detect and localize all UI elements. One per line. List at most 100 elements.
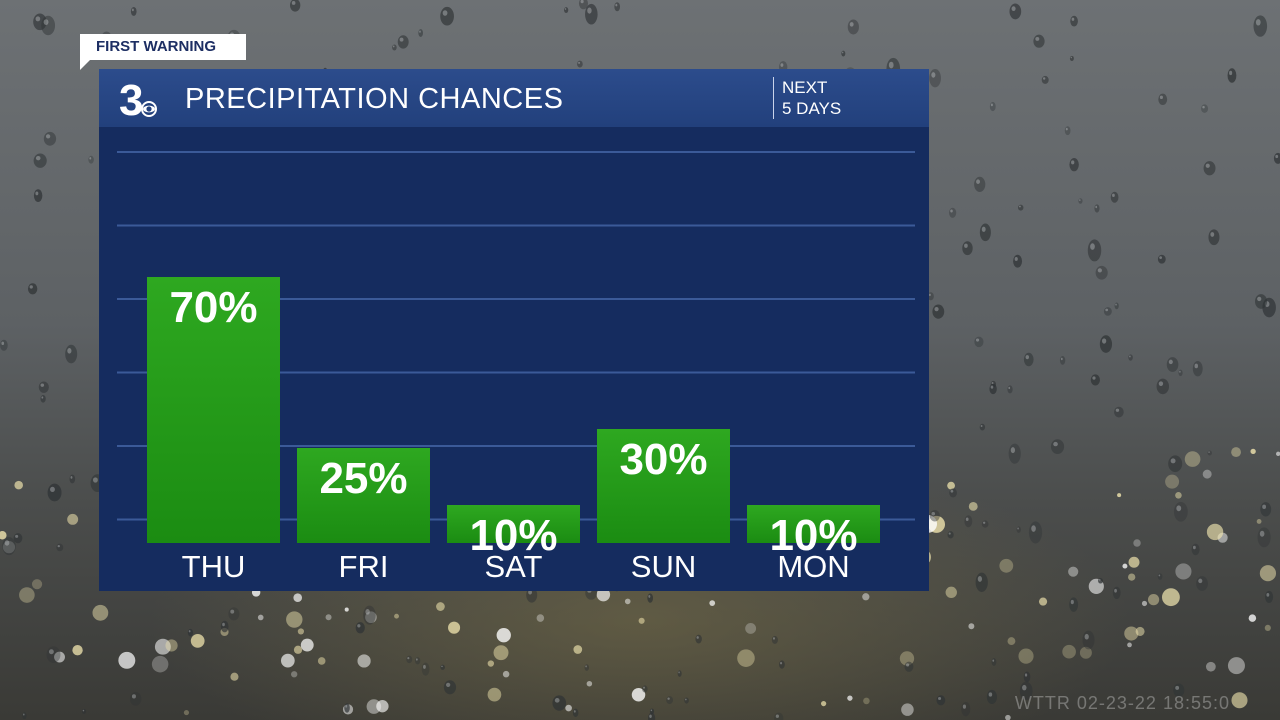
raindrop-highlight xyxy=(1084,633,1089,640)
raindrop xyxy=(1110,191,1119,203)
city-light xyxy=(257,614,264,621)
category-label-mon: MON xyxy=(777,549,849,584)
city-light xyxy=(19,587,35,603)
raindrop-highlight xyxy=(1255,19,1261,26)
raindrop-highlight xyxy=(931,72,936,78)
raindrop xyxy=(1273,152,1280,164)
raindrop-highlight xyxy=(415,658,418,661)
raindrop-highlight xyxy=(67,348,72,354)
raindrop xyxy=(406,655,413,664)
raindrop xyxy=(440,6,454,26)
raindrop-highlight xyxy=(931,512,936,516)
raindrop-highlight xyxy=(990,103,993,107)
value-label-sun: 30% xyxy=(619,435,707,484)
city-light xyxy=(230,672,239,681)
city-light xyxy=(863,697,870,705)
raindrop xyxy=(577,60,583,68)
city-light xyxy=(1231,692,1248,709)
raindrop-highlight xyxy=(1205,163,1210,168)
raindrop xyxy=(1078,198,1083,204)
raindrop xyxy=(290,0,301,12)
city-light xyxy=(1276,451,1280,456)
raindrop-highlight xyxy=(1179,370,1181,373)
raindrop xyxy=(1158,93,1168,105)
raindrop-highlight xyxy=(1168,359,1173,365)
raindrop xyxy=(1069,597,1079,612)
city-light xyxy=(448,621,461,634)
raindrop xyxy=(684,697,689,704)
city-light xyxy=(1128,573,1136,581)
raindrop-highlight xyxy=(1031,525,1036,532)
raindrop-highlight xyxy=(1070,599,1074,605)
city-light xyxy=(31,579,43,590)
city-light xyxy=(1141,600,1148,607)
raindrop-highlight xyxy=(685,698,687,701)
city-light xyxy=(1079,646,1092,659)
raindrop-highlight xyxy=(1229,70,1233,76)
raindrop xyxy=(961,701,971,717)
raindrop-highlight xyxy=(938,696,942,701)
raindrop-highlight xyxy=(131,694,136,699)
raindrop-highlight xyxy=(1208,451,1210,453)
raindrop xyxy=(584,664,590,671)
chart-header: 3 PRECIPITATION CHANCES NEXT 5 DAYS xyxy=(99,69,929,128)
city-light xyxy=(300,638,314,652)
city-light xyxy=(1128,556,1140,568)
raindrop-highlight xyxy=(578,61,581,64)
city-light xyxy=(286,611,303,628)
city-light xyxy=(14,480,23,490)
raindrop xyxy=(33,189,43,203)
raindrop xyxy=(947,531,954,539)
raindrop-highlight xyxy=(1065,127,1068,131)
raindrop-highlight xyxy=(89,157,92,160)
city-light xyxy=(502,670,510,678)
city-light xyxy=(151,655,169,673)
city-light xyxy=(847,695,853,701)
raindrop-highlight xyxy=(35,191,39,196)
raindrop xyxy=(989,101,996,112)
raindrop xyxy=(13,533,23,544)
raindrop xyxy=(847,19,859,35)
raindrop xyxy=(1253,15,1268,37)
raindrop-highlight xyxy=(1092,376,1096,380)
city-light xyxy=(1264,624,1271,631)
city-light xyxy=(745,623,757,634)
raindrop xyxy=(578,0,588,10)
raindrop xyxy=(1114,302,1119,310)
raindrop-highlight xyxy=(991,382,994,385)
raindrop xyxy=(1208,229,1220,246)
city-light xyxy=(1259,565,1277,582)
raindrop xyxy=(40,394,46,403)
raindrop xyxy=(642,685,648,693)
raindrop xyxy=(69,474,76,484)
raindrop xyxy=(220,620,229,633)
raindrop-highlight xyxy=(1159,256,1163,259)
raindrop xyxy=(38,381,49,393)
city-light xyxy=(183,709,190,716)
raindrop xyxy=(1033,34,1045,48)
raindrop-highlight xyxy=(667,697,670,700)
city-light xyxy=(290,671,298,678)
raindrop-highlight xyxy=(1070,56,1073,59)
city-light xyxy=(67,513,79,525)
city-light xyxy=(0,531,7,540)
raindrop-highlight xyxy=(82,709,85,712)
raindrop xyxy=(41,15,56,36)
city-light xyxy=(1231,447,1241,458)
raindrop xyxy=(666,696,674,705)
station-logo-icon: 3 xyxy=(119,76,157,123)
city-light xyxy=(638,617,645,624)
raindrop-highlight xyxy=(962,704,967,709)
raindrop xyxy=(1114,406,1124,418)
raindrop-highlight xyxy=(1129,355,1131,358)
city-light xyxy=(1062,644,1076,659)
raindrop-highlight xyxy=(40,383,45,387)
raindrop-highlight xyxy=(934,307,939,312)
raindrop-highlight xyxy=(992,659,995,662)
city-light xyxy=(1206,523,1224,541)
raindrop xyxy=(1191,543,1200,556)
raindrop xyxy=(88,155,94,164)
raindrop-highlight xyxy=(35,155,41,161)
raindrop xyxy=(1156,378,1170,395)
